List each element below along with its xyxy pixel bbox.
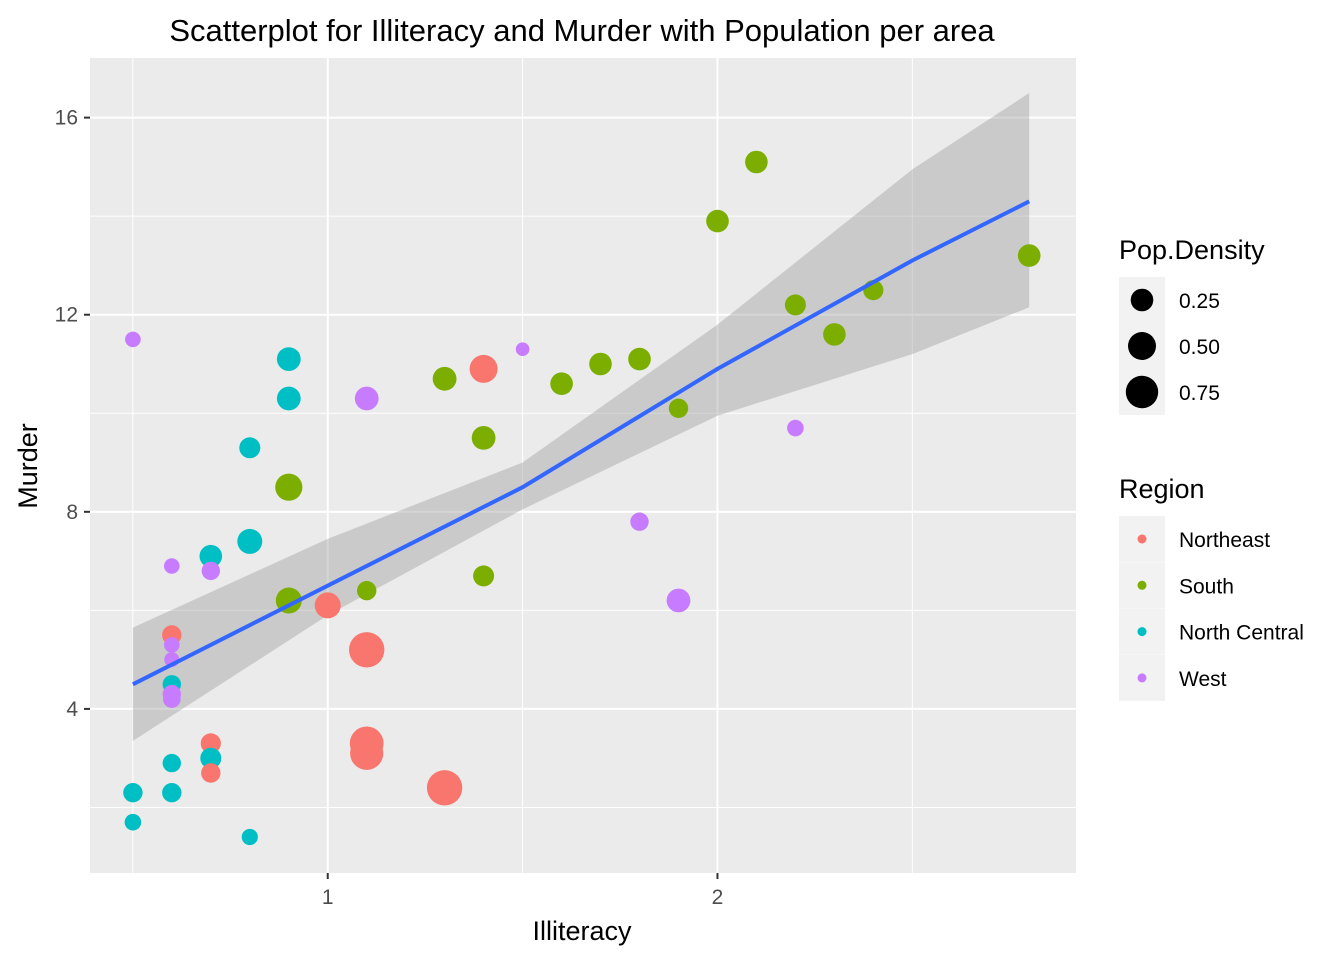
color-legend-dot: [1137, 627, 1147, 637]
data-point: [349, 632, 385, 668]
x-axis-label: Illiteracy: [532, 916, 632, 946]
data-point: [357, 581, 377, 601]
data-point: [124, 813, 142, 831]
color-legend-title: Region: [1119, 474, 1205, 504]
data-point: [745, 150, 768, 174]
data-point: [432, 366, 457, 391]
data-point: [784, 294, 806, 316]
size-legend-title: Pop.Density: [1119, 235, 1265, 265]
data-point: [275, 473, 303, 501]
y-axis-ticks: 4 8 12 16: [55, 107, 90, 721]
data-point: [239, 437, 261, 459]
panel-background: [90, 58, 1076, 873]
data-point: [354, 386, 379, 411]
data-point: [706, 209, 729, 233]
data-point: [823, 323, 846, 346]
y-axis-label: Murder: [13, 423, 43, 509]
data-point: [201, 763, 221, 783]
data-point: [589, 352, 612, 376]
y-tick-label: 4: [66, 698, 78, 721]
data-point: [1017, 244, 1041, 267]
data-point: [350, 736, 384, 770]
data-point: [123, 783, 143, 803]
color-legend-dot: [1137, 673, 1147, 683]
data-point: [164, 637, 180, 653]
data-point: [630, 512, 649, 531]
data-point: [668, 398, 689, 418]
y-tick-label: 12: [55, 304, 78, 327]
data-point: [666, 588, 691, 613]
data-point: [201, 561, 220, 581]
size-legend: Pop.Density 0.25 0.50 0.75: [1119, 235, 1265, 415]
color-legend-label: South: [1179, 575, 1234, 598]
size-legend-dot: [1130, 288, 1154, 312]
size-legend-dot: [1125, 375, 1159, 409]
data-point: [787, 419, 804, 437]
regression-line: [131, 199, 1031, 687]
color-legend-label: North Central: [1179, 622, 1304, 645]
data-point: [276, 347, 301, 371]
points-layer: [123, 150, 1041, 846]
data-point: [200, 747, 222, 769]
data-point: [426, 770, 463, 806]
data-point: [469, 354, 498, 383]
data-point: [200, 733, 221, 754]
size-legend-label: 0.25: [1179, 290, 1220, 313]
data-point: [162, 753, 181, 773]
size-legend-dot: [1128, 332, 1156, 360]
chart-title: Scatterplot for Illiteracy and Murder wi…: [169, 13, 995, 48]
data-point: [237, 528, 263, 554]
size-legend-label: 0.75: [1179, 382, 1220, 405]
data-point: [550, 372, 573, 396]
data-point: [276, 386, 301, 411]
data-point: [628, 347, 651, 371]
x-tick-label: 1: [322, 886, 334, 909]
data-point: [515, 342, 530, 357]
x-tick-label: 2: [712, 886, 724, 909]
color-legend-dot: [1137, 534, 1147, 544]
color-legend-label: West: [1179, 668, 1227, 691]
color-legend-label: Northeast: [1179, 529, 1270, 552]
data-point: [164, 558, 180, 574]
data-point: [163, 690, 181, 708]
minor-gridlines: [90, 58, 1076, 873]
y-tick-label: 16: [55, 107, 78, 130]
color-legend-keys: Northeast South North Central West: [1119, 516, 1304, 701]
color-legend-dot: [1137, 580, 1147, 590]
data-point: [473, 565, 495, 587]
size-legend-label: 0.50: [1179, 336, 1220, 359]
data-point: [199, 544, 223, 568]
data-point: [241, 828, 258, 846]
y-tick-label: 8: [66, 501, 78, 524]
data-point: [162, 783, 182, 803]
data-point: [471, 426, 496, 450]
confidence-band: [132, 93, 1030, 741]
major-gridlines: [90, 58, 1076, 873]
data-point: [125, 331, 141, 348]
size-legend-keys: 0.25 0.50 0.75: [1119, 277, 1220, 415]
data-point: [314, 592, 341, 619]
color-legend: Region Northeast South North Central West: [1119, 474, 1304, 701]
